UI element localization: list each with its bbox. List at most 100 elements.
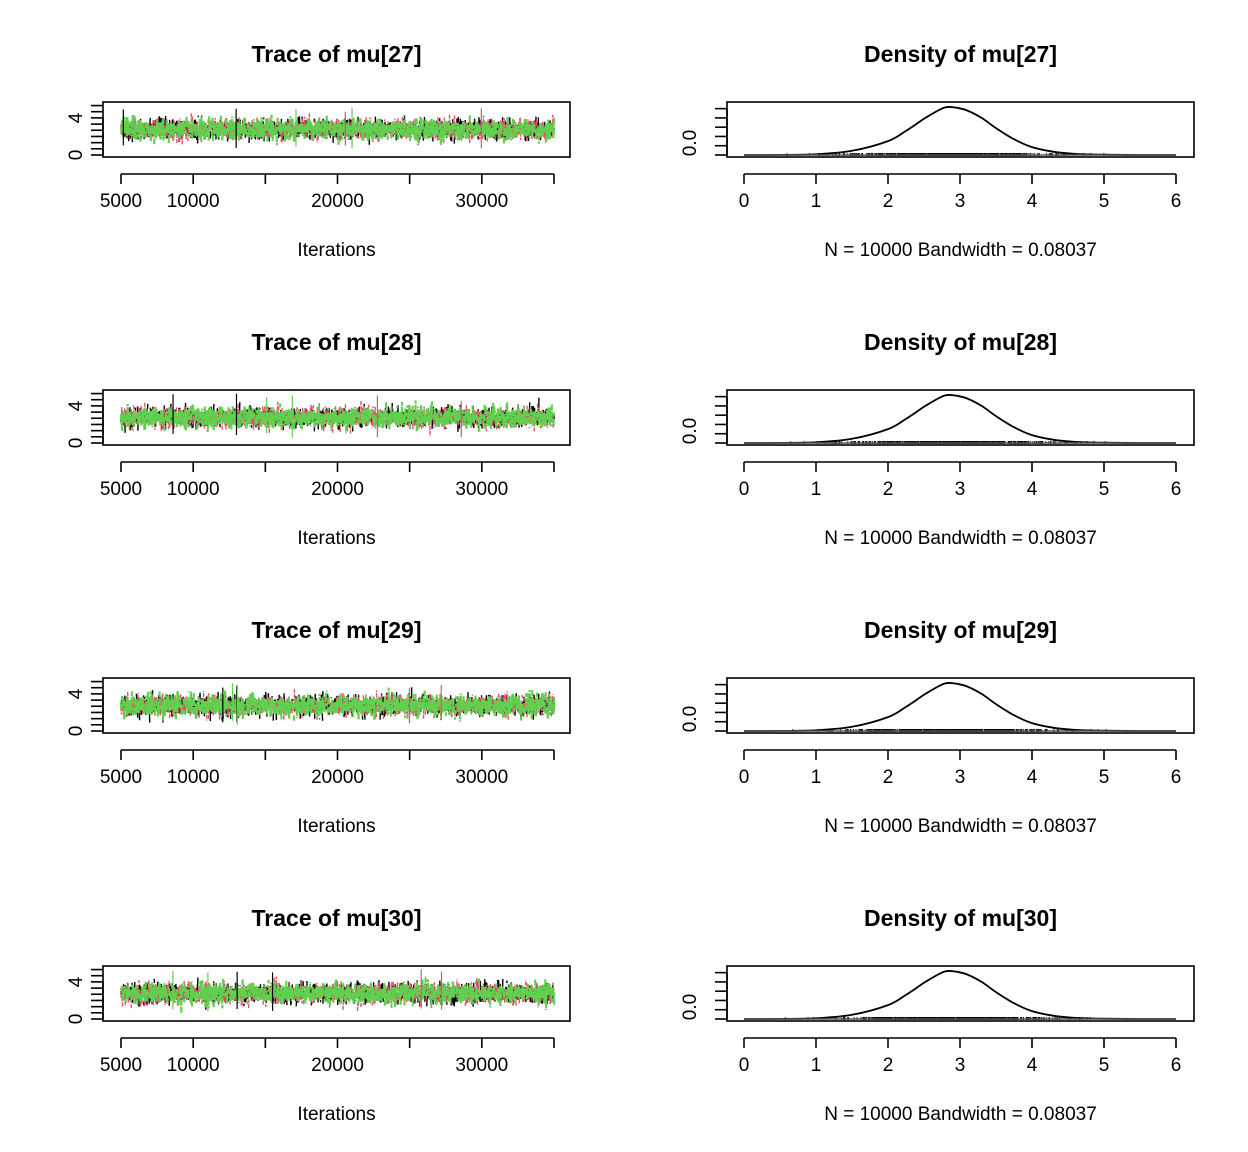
trace-series-3 bbox=[119, 975, 556, 1013]
plot-frame bbox=[102, 965, 571, 1022]
plot-area bbox=[743, 970, 1176, 1020]
plot-frame bbox=[102, 389, 571, 446]
plot-frame bbox=[726, 965, 1195, 1022]
trace-panel-2: Trace of mu[28] 0 4 5000 10000 20000 30000 Iter… bbox=[66, 329, 571, 549]
plot-frame bbox=[102, 101, 571, 158]
x-tick-label: 10000 bbox=[167, 191, 220, 212]
density-panel-1: Density of mu[27] 0.0 0 1 2 3 4 5 6 N = 10000 Ban… bbox=[680, 41, 1195, 261]
x-tick-label: 4 bbox=[1027, 767, 1038, 788]
x-tick-label: 10000 bbox=[167, 479, 220, 500]
y-tick-label: 0.0 bbox=[680, 706, 701, 732]
plot-area bbox=[743, 682, 1176, 732]
y-tick-label: 4 bbox=[66, 688, 87, 699]
trace-series-3 bbox=[119, 114, 556, 146]
x-tick-label: 5 bbox=[1099, 767, 1110, 788]
density-curve bbox=[743, 970, 1176, 1020]
x-tick-label: 20000 bbox=[311, 479, 364, 500]
y-tick-label: 0.0 bbox=[680, 130, 701, 156]
x-tick-label: 20000 bbox=[311, 1055, 364, 1076]
panel-title: Density of mu[28] bbox=[864, 329, 1057, 355]
x-tick-label: 0 bbox=[739, 767, 750, 788]
plot-frame bbox=[726, 677, 1195, 734]
x-tick-label: 3 bbox=[955, 767, 966, 788]
density-curve bbox=[743, 682, 1176, 732]
x-tick-label: 10000 bbox=[167, 1055, 220, 1076]
trace-panel-4: Trace of mu[30] 0 4 5000 10000 20000 30000 Iter… bbox=[66, 905, 571, 1125]
y-tick-label: 4 bbox=[66, 400, 87, 411]
x-tick-label: 6 bbox=[1171, 767, 1182, 788]
x-tick-label: 30000 bbox=[455, 767, 508, 788]
density-curve bbox=[743, 106, 1176, 156]
y-tick-label: 0.0 bbox=[680, 994, 701, 1020]
panel-title: Density of mu[30] bbox=[864, 905, 1057, 931]
x-tick-label: 1 bbox=[811, 1055, 822, 1076]
x-tick-label: 4 bbox=[1027, 479, 1038, 500]
x-tick-label: 3 bbox=[955, 191, 966, 212]
x-tick-label: 30000 bbox=[455, 479, 508, 500]
plot-area bbox=[119, 107, 556, 149]
x-tick-label: 0 bbox=[739, 191, 750, 212]
x-tick-label: 1 bbox=[811, 479, 822, 500]
x-tick-label: 3 bbox=[955, 479, 966, 500]
x-tick-label: 6 bbox=[1171, 1055, 1182, 1076]
density-curve bbox=[743, 394, 1176, 444]
y-tick-label: 0 bbox=[66, 438, 87, 449]
trace-series-3 bbox=[119, 687, 556, 722]
x-axis-title: Iterations bbox=[297, 1104, 375, 1125]
panel-title: Trace of mu[27] bbox=[252, 41, 422, 67]
plot-area bbox=[743, 106, 1176, 156]
x-tick-label: 5000 bbox=[100, 479, 142, 500]
y-tick-label: 0 bbox=[66, 1014, 87, 1025]
x-tick-label: 30000 bbox=[455, 191, 508, 212]
x-tick-label: 6 bbox=[1171, 191, 1182, 212]
trace-series-3 bbox=[119, 400, 556, 434]
plot-frame bbox=[726, 101, 1195, 158]
x-tick-label: 5 bbox=[1099, 479, 1110, 500]
x-tick-label: 6 bbox=[1171, 479, 1182, 500]
panel-title: Trace of mu[28] bbox=[252, 329, 422, 355]
x-tick-label: 1 bbox=[811, 767, 822, 788]
trace-panel-3: Trace of mu[29] 0 4 5000 10000 20000 30000 Iter… bbox=[66, 617, 571, 837]
x-tick-label: 10000 bbox=[167, 767, 220, 788]
x-tick-label: 20000 bbox=[311, 767, 364, 788]
x-axis-title: N = 10000 Bandwidth = 0.08037 bbox=[824, 528, 1097, 549]
x-tick-label: 0 bbox=[739, 479, 750, 500]
x-tick-label: 5 bbox=[1099, 1055, 1110, 1076]
y-tick-label: 4 bbox=[66, 112, 87, 123]
x-axis-title: N = 10000 Bandwidth = 0.08037 bbox=[824, 1104, 1097, 1125]
x-tick-label: 5 bbox=[1099, 191, 1110, 212]
trace-panel-1: Trace of mu[27] 0 4 5000 10000 20000 30000 Iter… bbox=[66, 41, 571, 261]
plot-area bbox=[119, 969, 556, 1013]
y-tick-label: 0 bbox=[66, 150, 87, 161]
density-panel-3: Density of mu[29] 0.0 0 1 2 3 4 5 6 N = 10000 Ban… bbox=[680, 617, 1195, 837]
x-tick-label: 4 bbox=[1027, 191, 1038, 212]
y-tick-label: 0 bbox=[66, 726, 87, 737]
x-axis-title: Iterations bbox=[297, 528, 375, 549]
density-panel-2: Density of mu[28] 0.0 0 1 2 3 4 5 6 N = 10000 Ban… bbox=[680, 329, 1195, 549]
x-tick-label: 5000 bbox=[100, 191, 142, 212]
x-tick-label: 1 bbox=[811, 191, 822, 212]
x-tick-label: 0 bbox=[739, 1055, 750, 1076]
x-tick-label: 3 bbox=[955, 1055, 966, 1076]
x-axis-title: Iterations bbox=[297, 816, 375, 837]
x-axis-title: Iterations bbox=[297, 240, 375, 261]
plot-frame bbox=[726, 389, 1195, 446]
x-tick-label: 2 bbox=[883, 767, 894, 788]
panel-title: Trace of mu[30] bbox=[252, 905, 422, 931]
density-panel-4: Density of mu[30] 0.0 0 1 2 3 4 5 6 N = 10000 Ban… bbox=[680, 905, 1195, 1125]
x-axis-title: N = 10000 Bandwidth = 0.08037 bbox=[824, 816, 1097, 837]
x-axis-title: N = 10000 Bandwidth = 0.08037 bbox=[824, 240, 1097, 261]
panel-title: Trace of mu[29] bbox=[252, 617, 422, 643]
plot-area bbox=[743, 394, 1176, 444]
x-tick-label: 2 bbox=[883, 1055, 894, 1076]
y-tick-label: 4 bbox=[66, 976, 87, 987]
x-tick-label: 5000 bbox=[100, 1055, 142, 1076]
y-tick-label: 0.0 bbox=[680, 418, 701, 444]
plot-area bbox=[119, 393, 556, 438]
x-tick-label: 30000 bbox=[455, 1055, 508, 1076]
x-tick-label: 2 bbox=[883, 479, 894, 500]
panel-title: Density of mu[29] bbox=[864, 617, 1057, 643]
x-tick-label: 4 bbox=[1027, 1055, 1038, 1076]
plot-frame bbox=[102, 677, 571, 734]
